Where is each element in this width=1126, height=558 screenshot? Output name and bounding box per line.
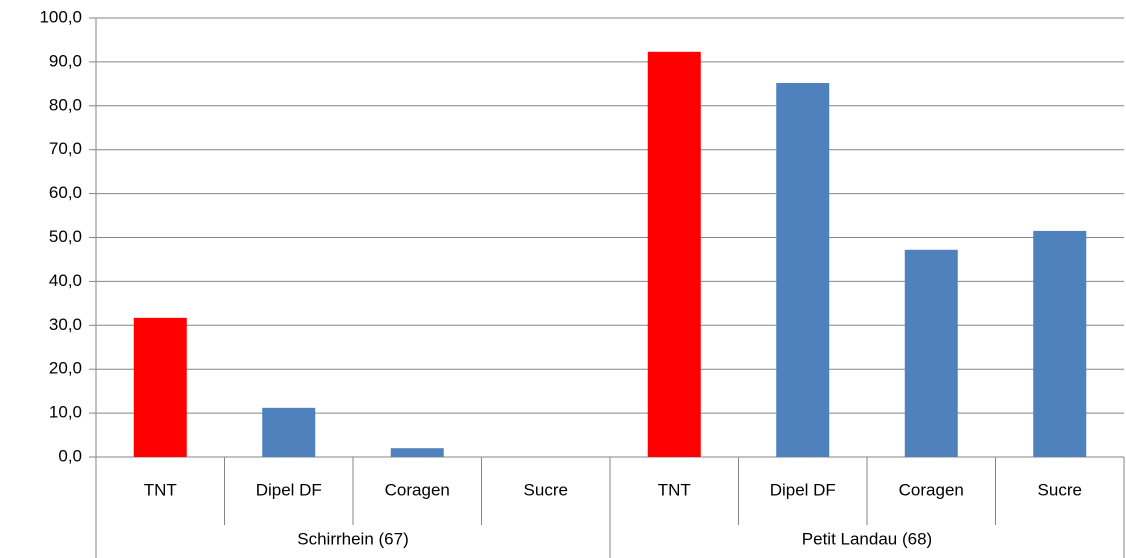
bar xyxy=(262,407,316,457)
x-tick-label: Sucre xyxy=(524,480,568,499)
group-label: Petit Landau (68) xyxy=(802,529,932,548)
y-tick-label: 30,0 xyxy=(49,315,82,334)
y-tick-label: 50,0 xyxy=(49,227,82,246)
y-tick-label: 40,0 xyxy=(49,271,82,290)
group-label: Schirrhein (67) xyxy=(297,529,409,548)
bar xyxy=(133,317,187,457)
y-tick-label: 10,0 xyxy=(49,403,82,422)
bar xyxy=(390,448,444,457)
x-tick-label: Coragen xyxy=(899,480,964,499)
bar xyxy=(647,51,701,457)
bar xyxy=(1033,230,1087,457)
y-tick-label: 90,0 xyxy=(49,51,82,70)
x-tick-label: TNT xyxy=(658,480,691,499)
bar xyxy=(904,249,958,457)
x-tick-label: Sucre xyxy=(1038,480,1082,499)
y-tick-label: 60,0 xyxy=(49,183,82,202)
y-tick-label: 20,0 xyxy=(49,359,82,378)
x-tick-label: Dipel DF xyxy=(770,480,836,499)
y-tick-label: 0,0 xyxy=(58,446,82,465)
y-tick-label: 70,0 xyxy=(49,139,82,158)
bar xyxy=(776,82,830,458)
y-tick-label: 100,0 xyxy=(39,7,82,26)
x-tick-label: Coragen xyxy=(385,480,450,499)
y-tick-label: 80,0 xyxy=(49,95,82,114)
x-tick-label: TNT xyxy=(144,480,177,499)
x-tick-label: Dipel DF xyxy=(256,480,322,499)
